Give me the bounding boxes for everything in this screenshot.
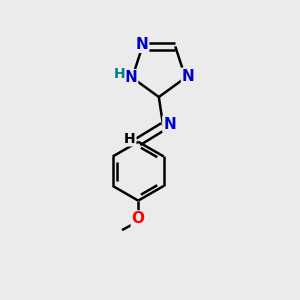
Text: N: N [182, 69, 195, 84]
Text: H: H [114, 67, 126, 81]
Text: H: H [124, 132, 136, 146]
Text: N: N [164, 117, 176, 132]
Text: N: N [124, 70, 137, 85]
Text: O: O [132, 212, 145, 226]
Text: N: N [135, 37, 148, 52]
